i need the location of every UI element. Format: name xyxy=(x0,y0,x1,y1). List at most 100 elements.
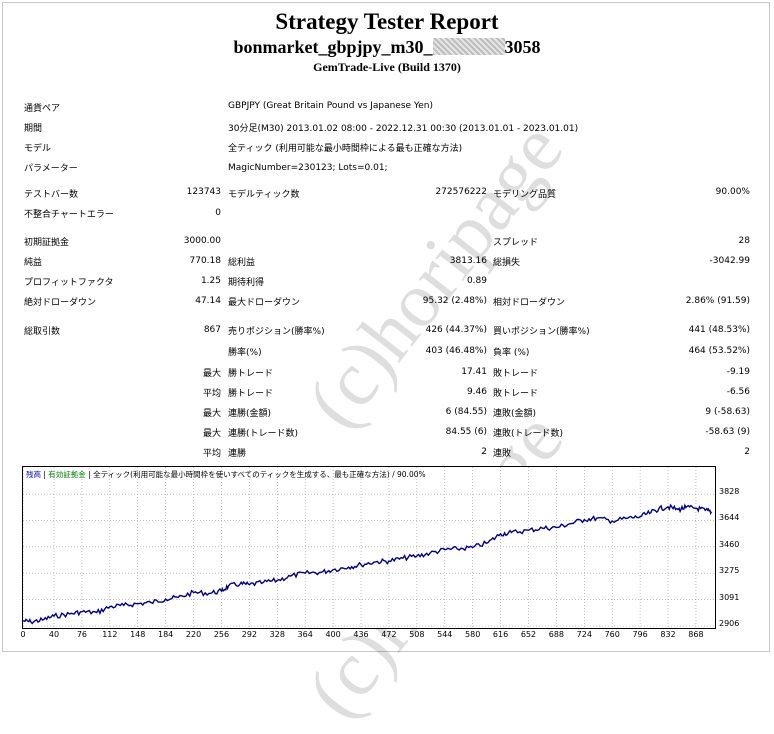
expected-payoff-value: 0.89 xyxy=(466,276,487,286)
ea-name: bonmarket_gbpjpy_m30_ 3058 xyxy=(0,37,774,58)
deposit-label: 初期証拠金 xyxy=(24,238,70,248)
x-tick-label: 0 xyxy=(20,630,26,639)
expected-payoff-label: 期待利得 xyxy=(228,278,265,288)
x-tick-label: 472 xyxy=(381,630,397,639)
x-tick-label: 868 xyxy=(688,630,704,639)
mismatch-value: 0 xyxy=(215,208,221,218)
x-tick-label: 688 xyxy=(548,630,565,639)
row5-value-loss: 2 xyxy=(744,447,750,457)
win-rate-value: 403 (46.48%) xyxy=(425,346,487,356)
row4-prefix: 最大 xyxy=(202,429,221,439)
y-tick-label: 3828 xyxy=(719,487,740,497)
total-trades-label: 総取引数 xyxy=(24,327,61,337)
bars-value: 123743 xyxy=(186,187,221,197)
total-trades-value: 867 xyxy=(203,325,221,335)
x-tick-label: 328 xyxy=(269,630,285,639)
row1-value-loss: -9.19 xyxy=(726,367,750,377)
ea-name-suffix: 3058 xyxy=(504,37,541,57)
abs-drawdown-value: 47.14 xyxy=(195,296,221,306)
x-tick-label: 616 xyxy=(492,630,509,639)
info-label-params: パラメーター xyxy=(24,164,78,174)
gross-profit-label: 総利益 xyxy=(228,258,256,268)
y-tick-label: 3460 xyxy=(719,539,740,549)
net-profit-value: 770.18 xyxy=(189,256,222,266)
spread-label: スプレッド xyxy=(493,238,539,248)
build-info: GemTrade-Live (Build 1370) xyxy=(313,60,461,74)
balance-line xyxy=(23,503,713,625)
net-profit-label: 純益 xyxy=(24,258,43,268)
long-positions-value: 441 (48.53%) xyxy=(688,325,750,335)
row2-prefix: 平均 xyxy=(202,389,221,399)
gross-loss-label: 総損失 xyxy=(493,258,521,268)
row5-value-win: 2 xyxy=(481,447,487,457)
loss-rate-label: 負率 (%) xyxy=(493,348,530,358)
row3-label-loss: 連敗(金額) xyxy=(493,409,537,419)
row3-value-loss: 9 (-58.63) xyxy=(705,407,750,417)
row4-value-win: 84.55 (6) xyxy=(445,427,487,437)
info-value-params: MagicNumber=230123; Lots=0.01; xyxy=(228,163,388,173)
y-tick-label: 3275 xyxy=(719,566,740,576)
redacted-block xyxy=(432,38,505,55)
row1-prefix: 最大 xyxy=(202,369,221,379)
x-tick-label: 148 xyxy=(130,630,146,639)
x-tick-label: 724 xyxy=(576,630,592,639)
legend-equity: 有効証拠金 xyxy=(48,470,86,479)
row3-label-win: 連勝(金額) xyxy=(228,409,272,419)
y-tick-label: 2906 xyxy=(719,619,740,628)
legend-quality: 90.00% xyxy=(397,470,426,479)
x-tick-label: 580 xyxy=(465,630,481,639)
y-tick-label: 3644 xyxy=(719,513,740,523)
gross-profit-value: 3813.16 xyxy=(449,256,487,266)
profit-factor-value: 1.25 xyxy=(200,276,221,286)
win-rate-label: 勝率(%) xyxy=(228,348,262,358)
report-title: Strategy Tester Report xyxy=(275,9,499,34)
legend-balance: 残高 xyxy=(26,470,41,479)
max-drawdown-value: 95.32 (2.48%) xyxy=(422,296,487,306)
x-tick-label: 436 xyxy=(353,630,369,639)
row5-prefix: 平均 xyxy=(202,449,221,459)
x-tick-label: 292 xyxy=(241,630,258,639)
x-tick-label: 400 xyxy=(325,630,341,639)
row2-label-win: 勝トレード xyxy=(228,389,274,399)
x-tick-label: 220 xyxy=(185,630,202,639)
row1-label-loss: 敗トレード xyxy=(493,369,539,379)
model-quality-value: 90.00% xyxy=(715,187,750,197)
info-label-period: 期間 xyxy=(24,124,43,134)
info-value-symbol: GBPJPY (Great Britain Pound vs Japanese … xyxy=(228,101,433,111)
row2-value-loss: -6.56 xyxy=(726,387,750,397)
row5-label-loss: 連敗 xyxy=(493,449,512,459)
info-label-model: モデル xyxy=(24,144,52,154)
x-tick-label: 760 xyxy=(604,630,620,639)
bars-label: テストバー数 xyxy=(24,190,79,200)
profit-factor-label: プロフィットファクタ xyxy=(24,278,114,288)
ea-name-prefix: bonmarket_gbpjpy_m30_ xyxy=(233,37,433,57)
model-ticks-label: モデルティック数 xyxy=(228,190,300,200)
x-tick-label: 832 xyxy=(660,630,676,639)
row1-value-win: 17.41 xyxy=(461,367,487,377)
x-tick-label: 364 xyxy=(297,630,313,639)
row2-label-loss: 敗トレード xyxy=(493,389,539,399)
legend-description: 全ティック(利用可能な最小時間枠を使いすべてのティックを生成する、最も正確な方法… xyxy=(93,470,390,479)
info-value-model: 全ティック (利用可能な最小時間枠による最も正確な方法) xyxy=(228,144,463,154)
report-frame xyxy=(2,2,770,652)
row2-value-win: 9.46 xyxy=(466,387,487,397)
row3-prefix: 最大 xyxy=(202,409,221,419)
gross-loss-value: -3042.99 xyxy=(709,256,750,266)
x-tick-label: 40 xyxy=(48,630,60,639)
spread-value: 28 xyxy=(738,236,750,246)
x-tick-label: 652 xyxy=(520,630,537,639)
mismatch-label: 不整合チャートエラー xyxy=(24,210,114,220)
rel-drawdown-value: 2.86% (91.59) xyxy=(685,296,750,306)
x-tick-label: 256 xyxy=(213,630,230,639)
x-tick-label: 112 xyxy=(102,630,118,639)
chart-plot xyxy=(22,467,715,628)
long-positions-label: 買いポジション(勝率%) xyxy=(493,327,590,337)
short-positions-value: 426 (44.37%) xyxy=(425,325,487,335)
abs-drawdown-label: 絶対ドローダウン xyxy=(24,298,97,308)
row4-value-loss: -58.63 (9) xyxy=(705,427,750,437)
row1-label-win: 勝トレード xyxy=(228,369,274,379)
model-quality-label: モデリング品質 xyxy=(493,190,557,200)
x-tick-label: 184 xyxy=(158,630,174,639)
model-ticks-value: 272576222 xyxy=(435,187,487,197)
x-tick-label: 544 xyxy=(437,630,453,639)
